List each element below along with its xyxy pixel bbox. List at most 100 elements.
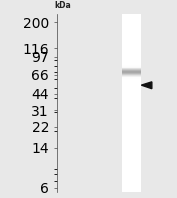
Bar (122, 167, 141, 168)
Bar (122, 139, 141, 140)
Bar (122, 168, 141, 169)
Bar (122, 165, 141, 166)
Bar (122, 165, 141, 166)
Bar (122, 106, 141, 107)
Bar (122, 16, 141, 17)
Bar (122, 18, 141, 19)
Bar (122, 115, 141, 116)
Bar (122, 112, 141, 113)
Bar (122, 50, 141, 51)
Bar (122, 159, 141, 160)
Bar (122, 148, 141, 149)
Bar (122, 181, 141, 182)
Bar (122, 180, 141, 181)
Bar (122, 156, 141, 157)
Bar (122, 91, 141, 92)
Bar (122, 189, 141, 190)
Bar (122, 74, 141, 75)
Bar (122, 105, 141, 106)
Bar (122, 101, 141, 102)
Bar (122, 71, 141, 72)
Bar (122, 98, 141, 99)
Bar (122, 136, 141, 137)
Bar (122, 79, 141, 80)
Bar (122, 39, 141, 40)
Bar (122, 49, 141, 50)
Bar (122, 178, 141, 179)
Bar (122, 102, 141, 103)
Bar (122, 122, 141, 123)
Bar (122, 177, 141, 178)
Bar (122, 118, 141, 119)
Bar (122, 73, 141, 74)
Bar (122, 103, 141, 104)
Bar (122, 176, 141, 177)
Bar (122, 58, 141, 59)
Bar (122, 77, 141, 78)
Bar (122, 51, 141, 52)
Bar (122, 56, 141, 57)
Bar (122, 24, 141, 25)
Bar (122, 81, 141, 82)
Bar (122, 54, 141, 55)
Bar (122, 141, 141, 142)
Bar (122, 23, 141, 24)
Bar (122, 31, 141, 32)
Bar (122, 149, 141, 150)
Bar (122, 184, 141, 185)
Bar (122, 46, 141, 47)
Bar (122, 63, 141, 64)
Bar (122, 156, 141, 157)
Bar (122, 131, 141, 132)
Bar (122, 72, 141, 73)
Bar (122, 151, 141, 152)
Bar (122, 38, 141, 39)
Bar (122, 96, 141, 97)
Bar (122, 22, 141, 23)
Bar (122, 182, 141, 183)
Bar (122, 86, 141, 87)
Bar (122, 73, 141, 74)
Bar (122, 137, 141, 138)
Bar (122, 183, 141, 184)
Bar (122, 124, 141, 125)
Bar (122, 100, 141, 101)
Bar (122, 36, 141, 37)
Bar (122, 85, 141, 86)
Bar (122, 127, 141, 128)
Bar (122, 182, 141, 183)
Bar (122, 179, 141, 180)
Bar (122, 41, 141, 42)
Bar (122, 128, 141, 129)
Bar (122, 158, 141, 159)
Bar (122, 76, 141, 77)
Bar (122, 57, 141, 58)
Bar (122, 142, 141, 143)
Bar (122, 27, 141, 28)
Bar (122, 18, 141, 19)
Bar (122, 60, 141, 61)
Bar (122, 122, 141, 123)
Bar (122, 85, 141, 86)
Bar (122, 87, 141, 88)
Bar (122, 65, 141, 66)
Bar (122, 163, 141, 164)
Bar (122, 136, 141, 137)
Bar (122, 26, 141, 27)
Bar (122, 80, 141, 81)
Bar (122, 171, 141, 172)
Bar (122, 152, 141, 153)
Bar (122, 92, 141, 93)
Bar (122, 170, 141, 171)
Bar (122, 82, 141, 83)
Bar (122, 40, 141, 41)
Bar (122, 185, 141, 186)
Bar (122, 133, 141, 134)
Bar (122, 121, 141, 122)
Bar (122, 70, 141, 71)
Bar (122, 147, 141, 148)
Bar (122, 120, 141, 121)
Bar (122, 108, 141, 109)
Bar (122, 166, 141, 167)
Bar (122, 176, 141, 177)
